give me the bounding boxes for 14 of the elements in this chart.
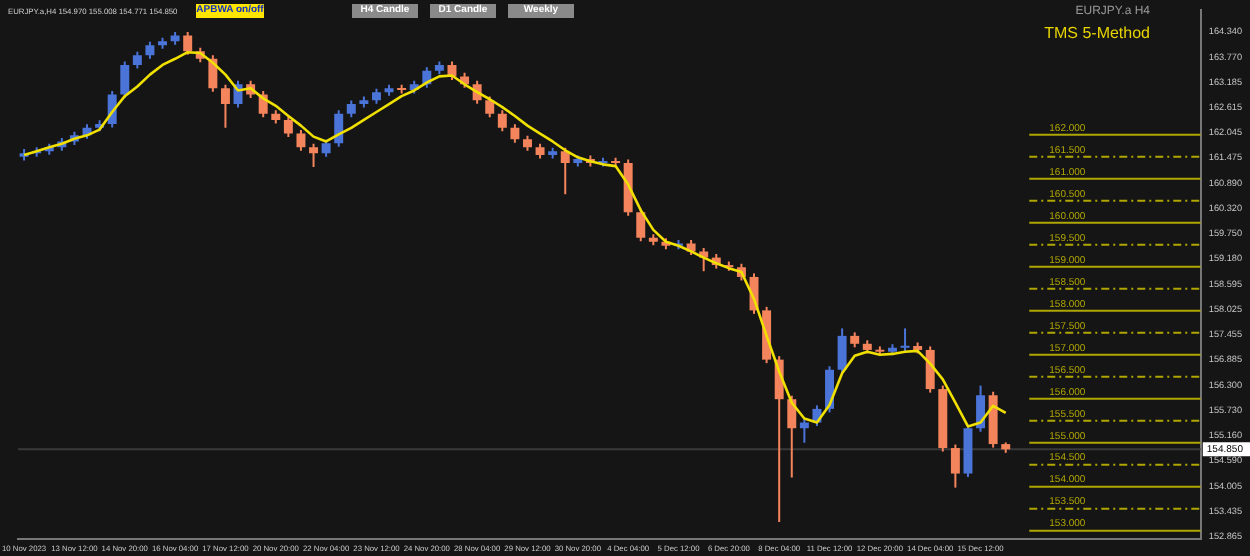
candlestick [220, 83, 230, 129]
candlestick [296, 129, 306, 152]
candlestick [120, 60, 130, 99]
candlestick [837, 327, 847, 375]
candlestick [497, 109, 507, 133]
candlestick [950, 443, 960, 489]
candlestick [183, 30, 193, 56]
candlestick [309, 142, 319, 168]
candlestick [560, 146, 570, 196]
candlestick [283, 115, 293, 139]
candlestick [485, 95, 495, 119]
candlestick [510, 123, 520, 144]
text: TMS 5-Method [1044, 24, 1150, 42]
candlestick [900, 327, 910, 353]
